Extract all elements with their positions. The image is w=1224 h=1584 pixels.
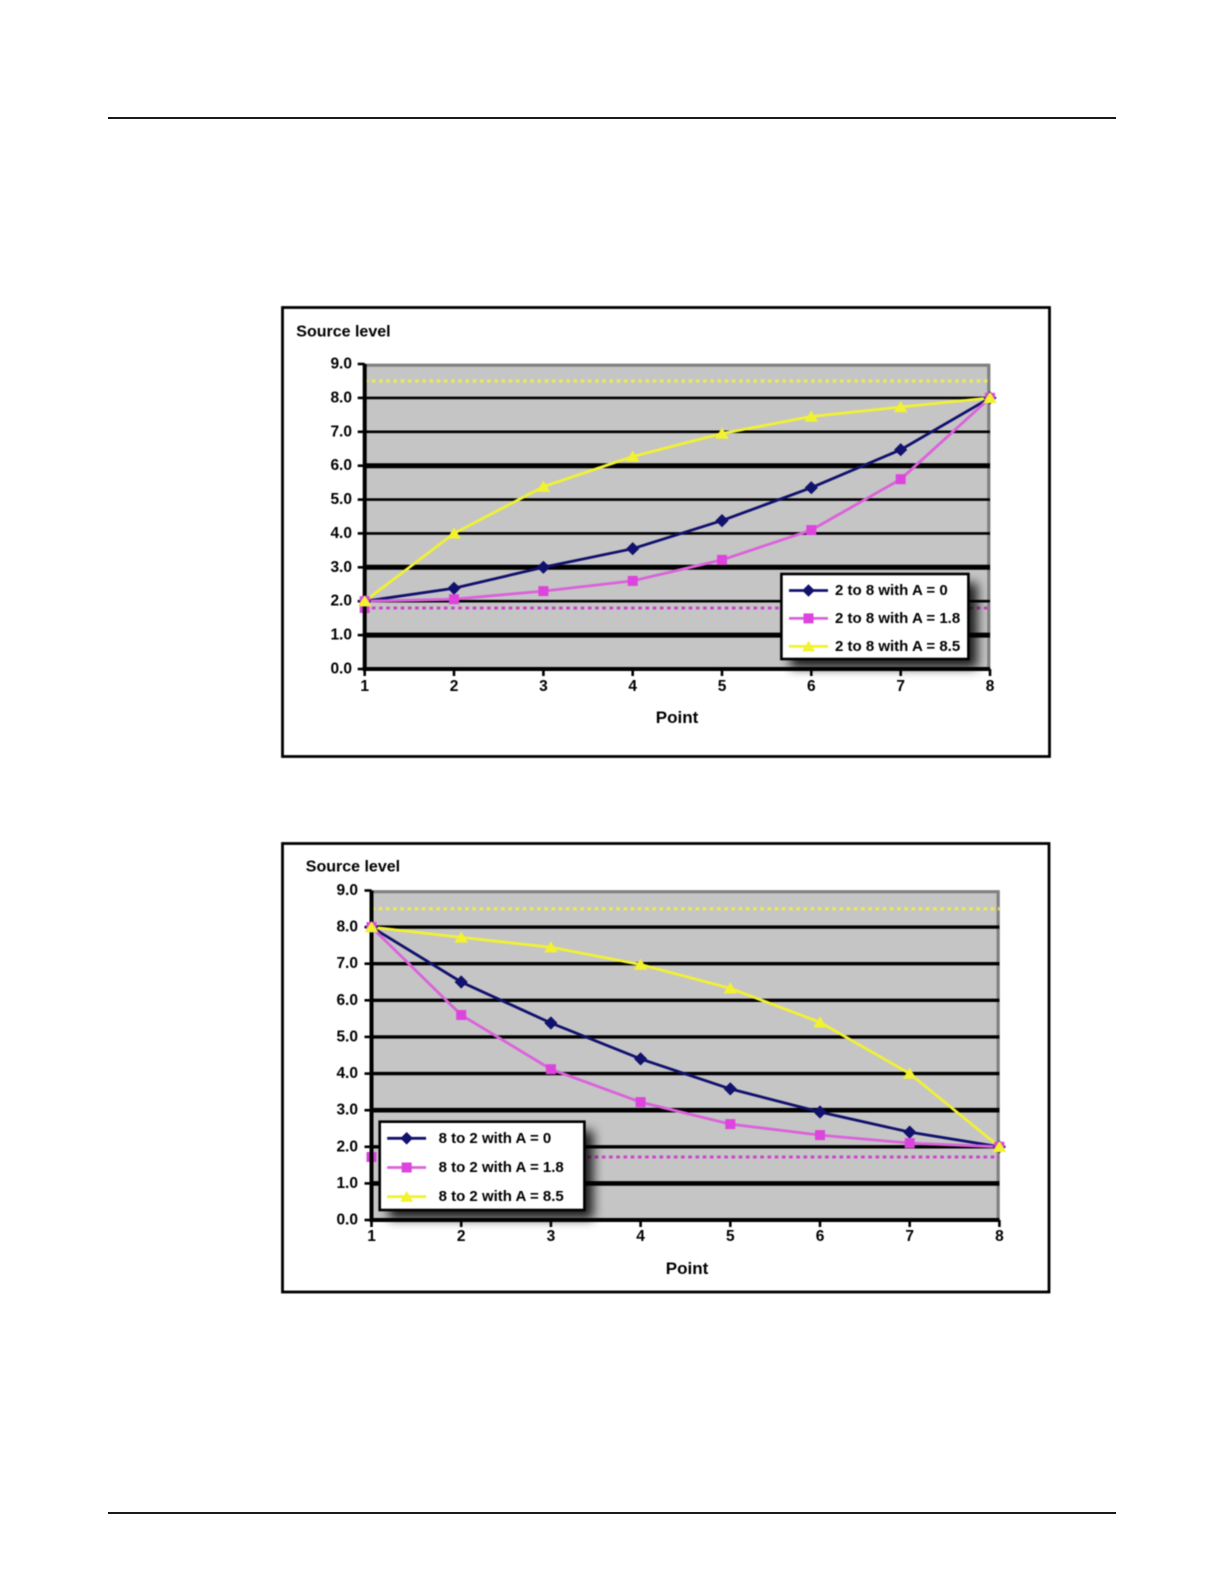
svg-text:4.0: 4.0 [330, 525, 352, 542]
svg-text:8.0: 8.0 [336, 919, 358, 936]
svg-text:0.0: 0.0 [336, 1212, 358, 1229]
svg-text:7: 7 [896, 678, 905, 695]
svg-text:8 to 2 with A = 8.5: 8 to 2 with A = 8.5 [439, 1188, 564, 1205]
svg-text:Source level: Source level [306, 859, 400, 876]
svg-text:2: 2 [450, 678, 459, 695]
svg-text:7: 7 [905, 1228, 914, 1245]
svg-text:3.0: 3.0 [336, 1102, 358, 1119]
svg-text:4: 4 [628, 678, 637, 695]
svg-text:6: 6 [816, 1228, 825, 1245]
svg-text:6.0: 6.0 [336, 992, 358, 1009]
svg-text:7.0: 7.0 [330, 423, 352, 440]
svg-text:2.0: 2.0 [330, 593, 352, 610]
svg-text:Point: Point [656, 708, 699, 727]
svg-text:9.0: 9.0 [330, 356, 352, 373]
svg-text:5.0: 5.0 [330, 491, 352, 508]
svg-text:Point: Point [666, 1259, 709, 1278]
svg-text:8 to 2 with A = 1.8: 8 to 2 with A = 1.8 [439, 1159, 564, 1176]
svg-text:5.0: 5.0 [336, 1028, 358, 1045]
svg-text:3: 3 [547, 1228, 556, 1245]
svg-text:8.0: 8.0 [330, 389, 352, 406]
svg-text:8: 8 [986, 678, 995, 695]
svg-text:9.0: 9.0 [336, 882, 358, 899]
svg-text:3: 3 [539, 678, 548, 695]
svg-text:4: 4 [636, 1228, 645, 1245]
svg-text:8 to 2 with A = 0: 8 to 2 with A = 0 [439, 1130, 552, 1147]
svg-text:2 to 8 with A = 1.8: 2 to 8 with A = 1.8 [835, 610, 960, 627]
svg-text:7.0: 7.0 [336, 955, 358, 972]
svg-text:Source level: Source level [296, 324, 390, 341]
svg-text:4.0: 4.0 [336, 1065, 358, 1082]
svg-text:1: 1 [360, 678, 369, 695]
svg-text:3.0: 3.0 [330, 559, 352, 576]
svg-text:1.0: 1.0 [336, 1175, 358, 1192]
svg-text:1: 1 [367, 1228, 376, 1245]
svg-text:2 to 8 with A = 8.5: 2 to 8 with A = 8.5 [835, 638, 960, 655]
svg-text:5: 5 [726, 1228, 735, 1245]
svg-text:2: 2 [457, 1228, 466, 1245]
svg-text:2 to 8 with A = 0: 2 to 8 with A = 0 [835, 582, 948, 599]
svg-text:5: 5 [718, 678, 727, 695]
svg-text:0.0: 0.0 [330, 661, 352, 678]
svg-text:2.0: 2.0 [336, 1138, 358, 1155]
svg-text:1.0: 1.0 [330, 627, 352, 644]
svg-text:6.0: 6.0 [330, 457, 352, 474]
svg-text:6: 6 [807, 678, 816, 695]
svg-text:8: 8 [995, 1228, 1004, 1245]
